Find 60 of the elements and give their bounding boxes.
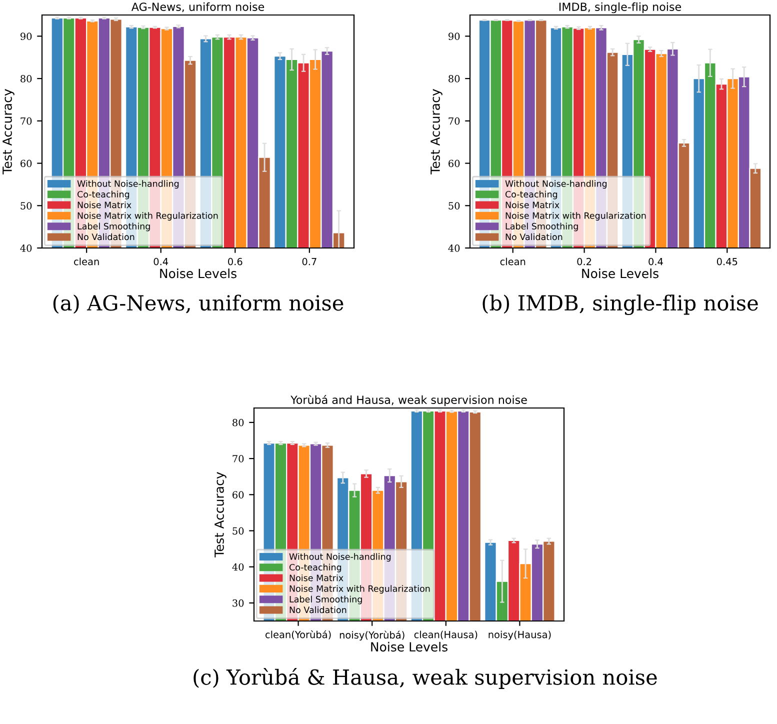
y-tick-label: 40 [232, 563, 244, 571]
x-tick-label: 0.4 [154, 258, 168, 266]
y-tick-label: 70 [20, 117, 32, 125]
x-tick-label: 0.4 [648, 258, 663, 266]
legend-label: No Validation [506, 233, 562, 240]
y-tick-label: 60 [232, 491, 244, 498]
y-axis-title: Test Accuracy [214, 472, 226, 558]
legend-label: Label Smoothing [506, 222, 578, 232]
y-tick-label: 90 [20, 32, 32, 40]
x-tick-label: 0.6 [228, 258, 242, 266]
legend-label: Co-teaching [505, 190, 558, 200]
x-tick-label: clean(Hausa) [414, 630, 478, 640]
chart-title: AG-News, uniform noise [131, 2, 264, 12]
y-tick-label: 70 [232, 455, 244, 462]
x-tick-label: 0.7 [302, 258, 316, 266]
y-tick-label: 60 [20, 160, 32, 168]
chart-title: Yorùbá and Hausa, weak supervision noise [290, 394, 527, 406]
legend-label: No Validation [290, 606, 346, 614]
legend-label: Label Smoothing [290, 596, 362, 604]
legend-label: Co-teaching [289, 564, 342, 572]
y-axis-title: Test Accuracy [430, 89, 442, 174]
legend-label: Noise Matrix with Regularization [78, 212, 218, 221]
y-tick-label: 80 [448, 75, 460, 82]
text: (b) IMDB, single-flip noise [482, 294, 758, 316]
legend-label: Label Smoothing [78, 222, 150, 232]
legend-label: Noise Matrix [506, 201, 560, 208]
y-tick-label: 90 [448, 32, 460, 40]
y-tick-label: 80 [20, 75, 32, 82]
y-tick-label: 40 [448, 244, 460, 252]
y-tick-label: 60 [448, 160, 460, 168]
x-tick-label: noisy(Hausa) [488, 630, 551, 640]
chart-title: IMDB, single-flip noise [559, 2, 682, 14]
x-tick-label: 0.45 [716, 258, 738, 266]
x-axis-title: Noise Levels [371, 642, 448, 652]
y-tick-label: 40 [20, 244, 32, 252]
y-tick-label: 50 [232, 527, 244, 535]
y-tick-label: 70 [448, 117, 460, 125]
legend-label: Without Noise-handling [77, 180, 179, 189]
y-tick-label: 30 [232, 599, 244, 607]
text: (c) Yorùbá & Hausa, weak supervision noise [194, 668, 657, 689]
legend-label: Co-teaching [77, 190, 130, 200]
y-tick-label: 50 [20, 202, 32, 210]
legend-label: Noise Matrix with Regularization [290, 585, 430, 594]
x-axis-title: Noise Levels [160, 268, 236, 278]
x-tick-label: clean [500, 258, 526, 266]
legend-label: Noise Matrix [290, 574, 344, 582]
legend-label: Noise Matrix with Regularization [506, 212, 646, 221]
y-tick-label: 50 [448, 202, 460, 210]
text: (a) AG-News, uniform noise [53, 294, 344, 314]
x-axis-title: Noise Levels [582, 268, 658, 278]
legend-label: Without Noise-handling [289, 553, 391, 562]
legend-label: Noise Matrix [78, 201, 132, 208]
x-tick-label: noisy(Yorùbá) [340, 630, 404, 641]
x-tick-label: 0.2 [577, 258, 592, 266]
x-tick-label: clean [74, 258, 99, 266]
x-tick-label: clean(Yorùbá) [266, 630, 331, 640]
y-axis-title: Test Accuracy [2, 89, 14, 174]
legend-label: No Validation [78, 233, 134, 240]
y-tick-label: 80 [232, 418, 244, 426]
legend-label: Without Noise-handling [505, 180, 607, 189]
